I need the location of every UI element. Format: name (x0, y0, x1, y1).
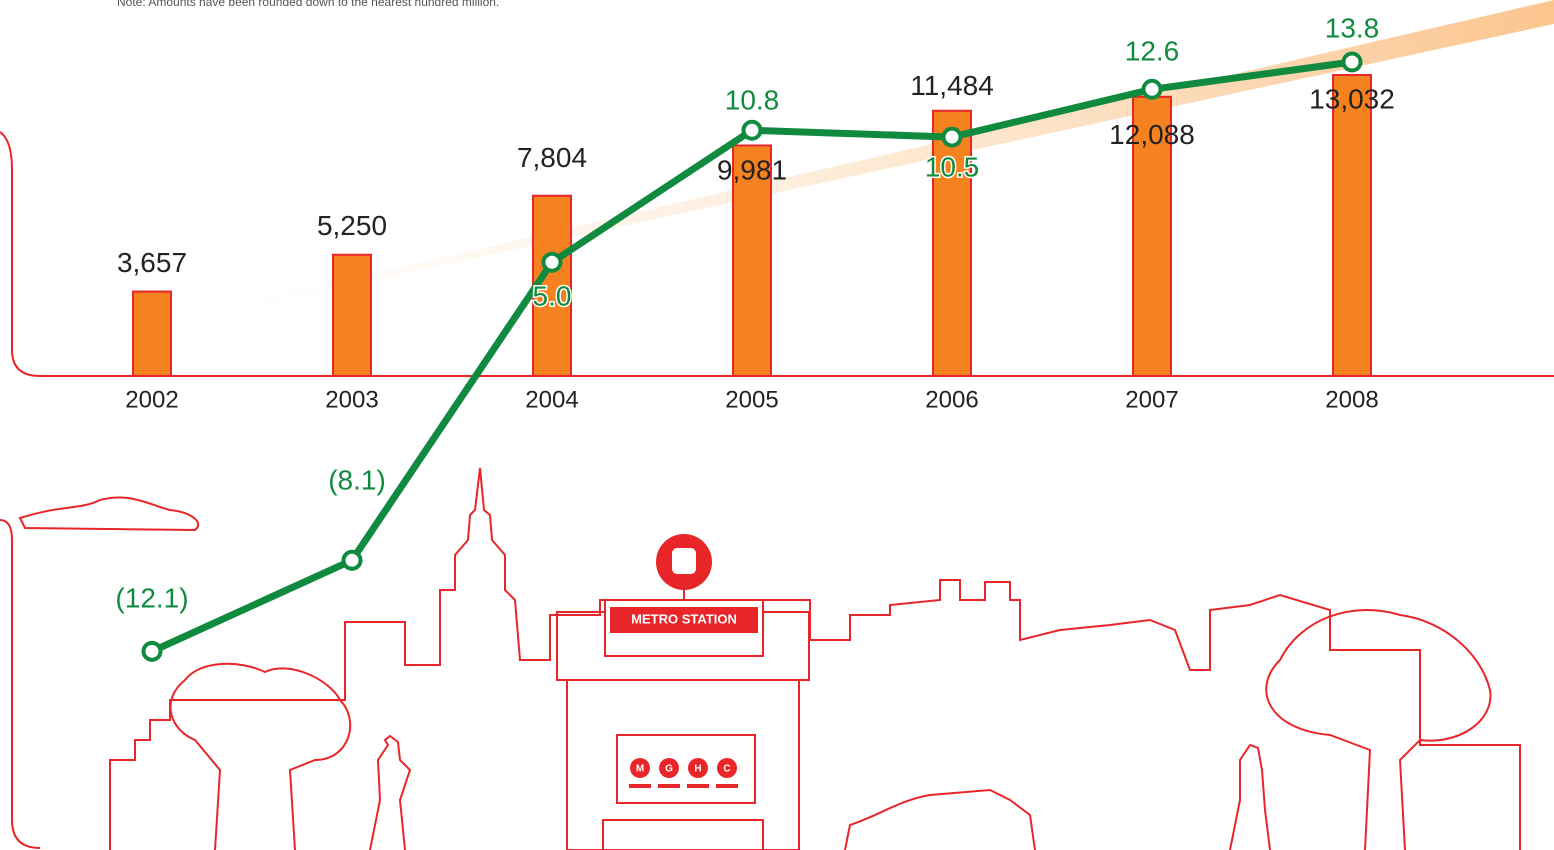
bench (602, 819, 764, 850)
line-value-label: 12.6 (1125, 36, 1180, 67)
line-bar (716, 784, 738, 788)
bar (1132, 95, 1172, 377)
line-value-label: (8.1) (328, 465, 386, 496)
line-badge-text: C (723, 764, 730, 775)
line-bar (629, 784, 651, 788)
illustration: METRO STATION M G H C (18, 467, 1521, 850)
bar (1332, 74, 1372, 377)
x-tick-label: 2004 (525, 386, 578, 413)
station-sign-text: METRO STATION (631, 611, 737, 626)
car (844, 788, 1036, 850)
bar-value-label: 12,088 (1109, 119, 1195, 150)
bar-value-label: 13,032 (1309, 83, 1395, 114)
x-tick-label: 2008 (1325, 386, 1378, 413)
line-badge (688, 758, 708, 778)
x-tick-label: 2003 (325, 386, 378, 413)
skyline (109, 467, 1521, 850)
line-badge-text: H (694, 764, 701, 775)
line-point (1341, 51, 1363, 73)
cloud (18, 496, 200, 532)
line-point (941, 126, 963, 148)
station-sign (610, 607, 758, 633)
bar (332, 253, 372, 378)
bar-value-label: 9,981 (717, 154, 787, 185)
x-tick-label: 2002 (125, 386, 178, 413)
line-badge (630, 758, 650, 778)
bar (932, 109, 972, 377)
line-bar (658, 784, 680, 788)
line-value-label: 5.0 (533, 281, 572, 312)
bar (732, 144, 772, 377)
line-value-label: 10.8 (725, 85, 780, 116)
station (566, 679, 800, 850)
line-bar (687, 784, 709, 788)
line-badge (717, 758, 737, 778)
note: Note: Amounts have been rounded down to … (117, 0, 499, 9)
bar-value-label: 5,250 (317, 210, 387, 241)
map-board (616, 734, 756, 804)
tree (169, 662, 352, 850)
baseline (0, 131, 1554, 377)
tree (1265, 609, 1492, 850)
metro-logo-train (672, 548, 696, 574)
line-point (341, 549, 363, 571)
line-value-label: (12.1) (115, 583, 188, 614)
person (369, 734, 412, 850)
x-tick-label: 2007 (1125, 386, 1178, 413)
bar-value-label: 11,484 (910, 70, 994, 101)
line-point (541, 251, 563, 273)
line-badge (659, 758, 679, 778)
bracket (0, 519, 41, 849)
x-tick-label: 2006 (925, 386, 978, 413)
bar-value-label: 3,657 (117, 247, 187, 278)
x-tick-label: 2005 (725, 386, 778, 413)
line-value-label: 13.8 (1325, 12, 1380, 43)
bar (132, 290, 172, 377)
line-value-label: 10.5 (925, 151, 980, 182)
bar-value-label: 7,804 (517, 142, 587, 173)
line-badge-text: G (665, 764, 673, 775)
line-point (741, 119, 763, 141)
line-badge-text: M (636, 764, 644, 775)
person (1229, 743, 1271, 850)
line-point (1141, 78, 1163, 100)
line-point (141, 640, 163, 662)
